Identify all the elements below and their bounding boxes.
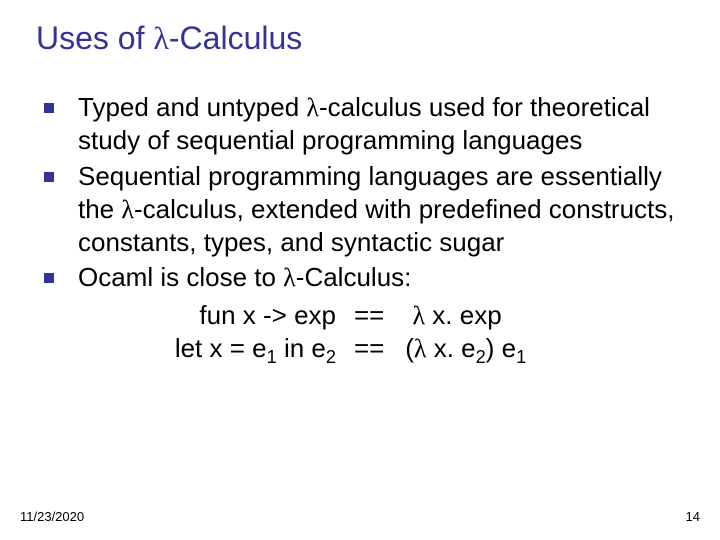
title-text-pre: Uses of [36, 20, 153, 56]
code-text: x. exp [425, 300, 502, 330]
list-item: Ocaml is close to λ-Calculus: fun x -> e… [44, 261, 684, 365]
lambda-icon: λ [121, 195, 134, 224]
lambda-icon: λ [153, 20, 169, 56]
code-row: fun x -> exp == λ x. exp [120, 299, 684, 332]
code-row: let x = e1 in e2 == (λ x. e2) e1 [120, 332, 684, 365]
code-eq: == [354, 332, 398, 365]
code-text: x. e [427, 333, 476, 363]
code-text: in e [277, 333, 326, 363]
lambda-icon: λ [306, 93, 319, 122]
lambda-icon: λ [283, 263, 296, 292]
code-left: let x = e1 in e2 [120, 332, 354, 365]
bullet-square-icon [44, 172, 54, 182]
bullet-text-post: -calculus, extended with predefined cons… [78, 194, 675, 257]
footer-page-number: 14 [686, 509, 700, 524]
code-text: ) e [486, 333, 516, 363]
slide-title: Uses of λ-Calculus [36, 20, 684, 57]
bullet-square-icon [44, 273, 54, 283]
footer-date: 11/23/2020 [20, 509, 84, 524]
subscript: 2 [476, 347, 486, 367]
subscript: 1 [516, 347, 526, 367]
subscript: 1 [267, 347, 277, 367]
lambda-icon: λ [414, 334, 427, 363]
code-text: let x = e [175, 333, 267, 363]
bullet-square-icon [44, 103, 54, 113]
list-item: Sequential programming languages are ess… [44, 160, 684, 260]
bullet-text-post: -Calculus: [296, 262, 412, 292]
subscript: 2 [326, 347, 336, 367]
title-text-post: -Calculus [169, 20, 302, 56]
code-text: fun x -> exp [199, 300, 336, 330]
bullet-list: Typed and untyped λ-calculus used for th… [36, 91, 684, 365]
lambda-icon: λ [412, 301, 425, 330]
code-eq: == [354, 299, 398, 332]
list-item: Typed and untyped λ-calculus used for th… [44, 91, 684, 158]
slide: Uses of λ-Calculus Typed and untyped λ-c… [0, 0, 720, 540]
bullet-text-pre: Ocaml is close to [78, 262, 283, 292]
code-block: fun x -> exp == λ x. exp let x = e1 in e… [78, 299, 684, 366]
code-left: fun x -> exp [120, 299, 354, 332]
code-text: ( [405, 333, 414, 363]
code-right: (λ x. e2) e1 [398, 332, 684, 365]
code-right: λ x. exp [398, 299, 684, 332]
footer: 11/23/2020 14 [20, 509, 700, 524]
bullet-text-pre: Typed and untyped [78, 92, 306, 122]
